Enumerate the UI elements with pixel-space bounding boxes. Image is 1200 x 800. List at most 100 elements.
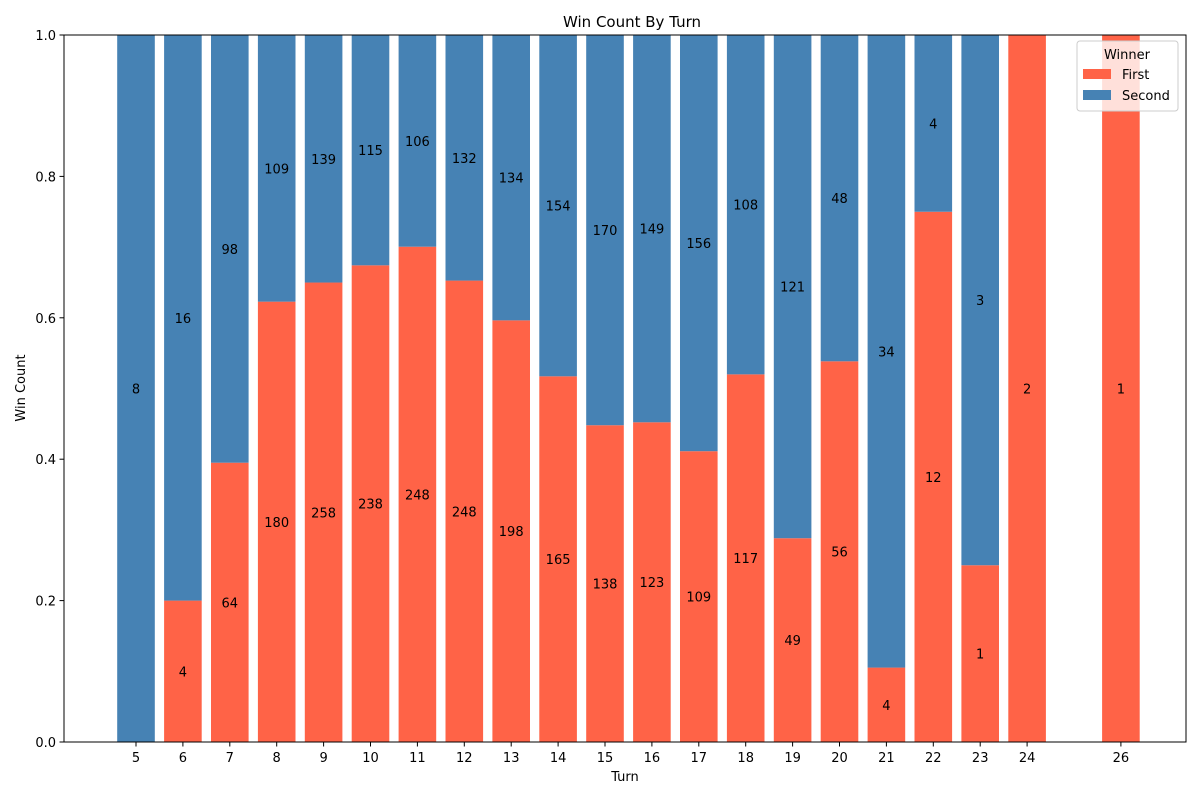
data-label-second-turn-14: 154 (546, 200, 571, 215)
x-tick-label-14: 14 (550, 751, 567, 766)
x-tick-label-12: 12 (456, 751, 473, 766)
bar-second-turn-5 (117, 35, 155, 742)
data-label-second-turn-23: 3 (976, 294, 984, 309)
chart-title: Win Count By Turn (563, 13, 701, 31)
data-label-second-turn-20: 48 (831, 192, 848, 207)
bar-second-turn-19 (773, 35, 812, 539)
bar-first-turn-19 (773, 538, 812, 742)
data-label-second-turn-16: 149 (639, 223, 664, 238)
y-axis: 0.0 0.2 0.4 0.6 0.8 1.0 (35, 29, 64, 751)
data-label-second-turn-8: 109 (264, 162, 289, 177)
data-label-first-turn-17: 109 (686, 591, 711, 606)
legend-swatch-first (1083, 69, 1111, 79)
y-tick-label-3: 0.6 (35, 312, 56, 327)
bar-second-turn-6 (164, 35, 202, 601)
x-tick-label-11: 11 (409, 751, 426, 766)
bar-first-turn-11 (398, 246, 437, 742)
bar-second-turn-15 (586, 35, 624, 426)
legend-swatch-second (1083, 90, 1111, 100)
x-tick-label-19: 19 (784, 751, 801, 766)
x-tick-label-20: 20 (831, 751, 848, 766)
x-tick-label-15: 15 (597, 751, 614, 766)
data-label-first-turn-9: 258 (311, 506, 336, 521)
x-tick-label-21: 21 (878, 751, 895, 766)
data-label-first-turn-13: 198 (499, 525, 524, 540)
x-tick-label-8: 8 (273, 751, 281, 766)
bar-first-turn-9 (304, 282, 343, 742)
data-label-second-turn-13: 134 (499, 172, 524, 187)
bar-second-turn-11 (398, 35, 437, 247)
bar-first-turn-18 (726, 374, 765, 742)
data-label-first-turn-15: 138 (593, 578, 618, 593)
data-label-first-turn-10: 238 (358, 498, 383, 513)
data-label-second-turn-5: 8 (132, 383, 140, 398)
bar-second-turn-23 (961, 35, 999, 566)
data-label-second-turn-10: 115 (358, 144, 383, 159)
x-axis: 5 6 7 8 9 10 11 12 13 14 15 16 17 18 19 20 21 22 23 24 26 (132, 742, 1129, 766)
data-label-second-turn-11: 106 (405, 135, 430, 150)
data-label-first-turn-22: 12 (925, 471, 942, 486)
x-axis-title: Turn (610, 770, 639, 785)
data-label-first-turn-8: 180 (264, 516, 289, 531)
y-tick-label-4: 0.8 (35, 170, 56, 185)
bar-first-turn-16 (633, 422, 671, 742)
bars-layer (117, 35, 1140, 742)
bar-second-turn-13 (492, 35, 530, 321)
bar-first-turn-26 (1102, 35, 1140, 742)
data-label-first-turn-24: 2 (1023, 383, 1031, 398)
bar-second-turn-20 (820, 35, 859, 362)
y-tick-label-2: 0.4 (35, 453, 56, 468)
data-label-second-turn-21: 34 (878, 345, 895, 360)
data-label-first-turn-7: 64 (222, 596, 239, 611)
plot-frame (63, 34, 1187, 743)
bar-first-turn-22 (914, 211, 953, 742)
y-tick-label-5: 1.0 (35, 29, 56, 44)
bar-second-turn-16 (633, 35, 671, 423)
data-label-first-turn-6: 4 (179, 665, 187, 680)
bar-first-turn-13 (492, 320, 530, 742)
x-tick-label-26: 26 (1113, 751, 1130, 766)
y-axis-title: Win Count (14, 354, 29, 421)
bar-second-turn-21 (867, 35, 906, 668)
legend-title: Winner (1104, 48, 1151, 63)
bar-second-turn-14 (539, 35, 577, 377)
legend: Winner First Second (1076, 40, 1179, 112)
bar-first-turn-8 (257, 301, 296, 742)
data-label-first-turn-11: 248 (405, 488, 430, 503)
data-label-second-turn-22: 4 (929, 117, 937, 132)
data-label-second-turn-6: 16 (175, 312, 192, 327)
bar-second-turn-12 (445, 35, 484, 281)
x-tick-label-9: 9 (319, 751, 327, 766)
x-tick-label-7: 7 (226, 751, 234, 766)
bar-second-turn-22 (914, 35, 953, 212)
bar-second-turn-8 (257, 35, 296, 302)
bar-second-turn-9 (304, 35, 343, 283)
data-label-second-turn-7: 98 (222, 243, 239, 258)
data-label-second-turn-17: 156 (686, 237, 711, 252)
data-label-second-turn-18: 108 (733, 199, 758, 214)
data-label-first-turn-21: 4 (882, 699, 890, 714)
x-tick-label-10: 10 (362, 751, 379, 766)
x-tick-label-5: 5 (132, 751, 140, 766)
data-label-second-turn-15: 170 (593, 224, 618, 239)
data-label-first-turn-20: 56 (831, 546, 848, 561)
legend-label-second: Second (1122, 89, 1170, 104)
x-tick-label-6: 6 (179, 751, 187, 766)
bar-first-turn-6 (164, 600, 202, 742)
data-label-first-turn-16: 123 (639, 576, 664, 591)
data-label-first-turn-12: 248 (452, 505, 477, 520)
x-tick-label-18: 18 (737, 751, 754, 766)
bar-first-turn-23 (961, 565, 999, 742)
bar-second-turn-7 (211, 35, 249, 463)
x-tick-label-23: 23 (972, 751, 989, 766)
data-label-first-turn-18: 117 (733, 552, 758, 567)
bar-first-turn-7 (211, 462, 249, 742)
data-label-second-turn-19: 121 (780, 281, 805, 296)
y-tick-label-0: 0.0 (35, 736, 56, 751)
bar-first-turn-15 (586, 425, 624, 742)
bar-first-turn-24 (1008, 35, 1046, 742)
y-tick-label-1: 0.2 (35, 595, 56, 610)
bar-second-turn-18 (726, 35, 765, 375)
legend-label-first: First (1122, 68, 1149, 83)
